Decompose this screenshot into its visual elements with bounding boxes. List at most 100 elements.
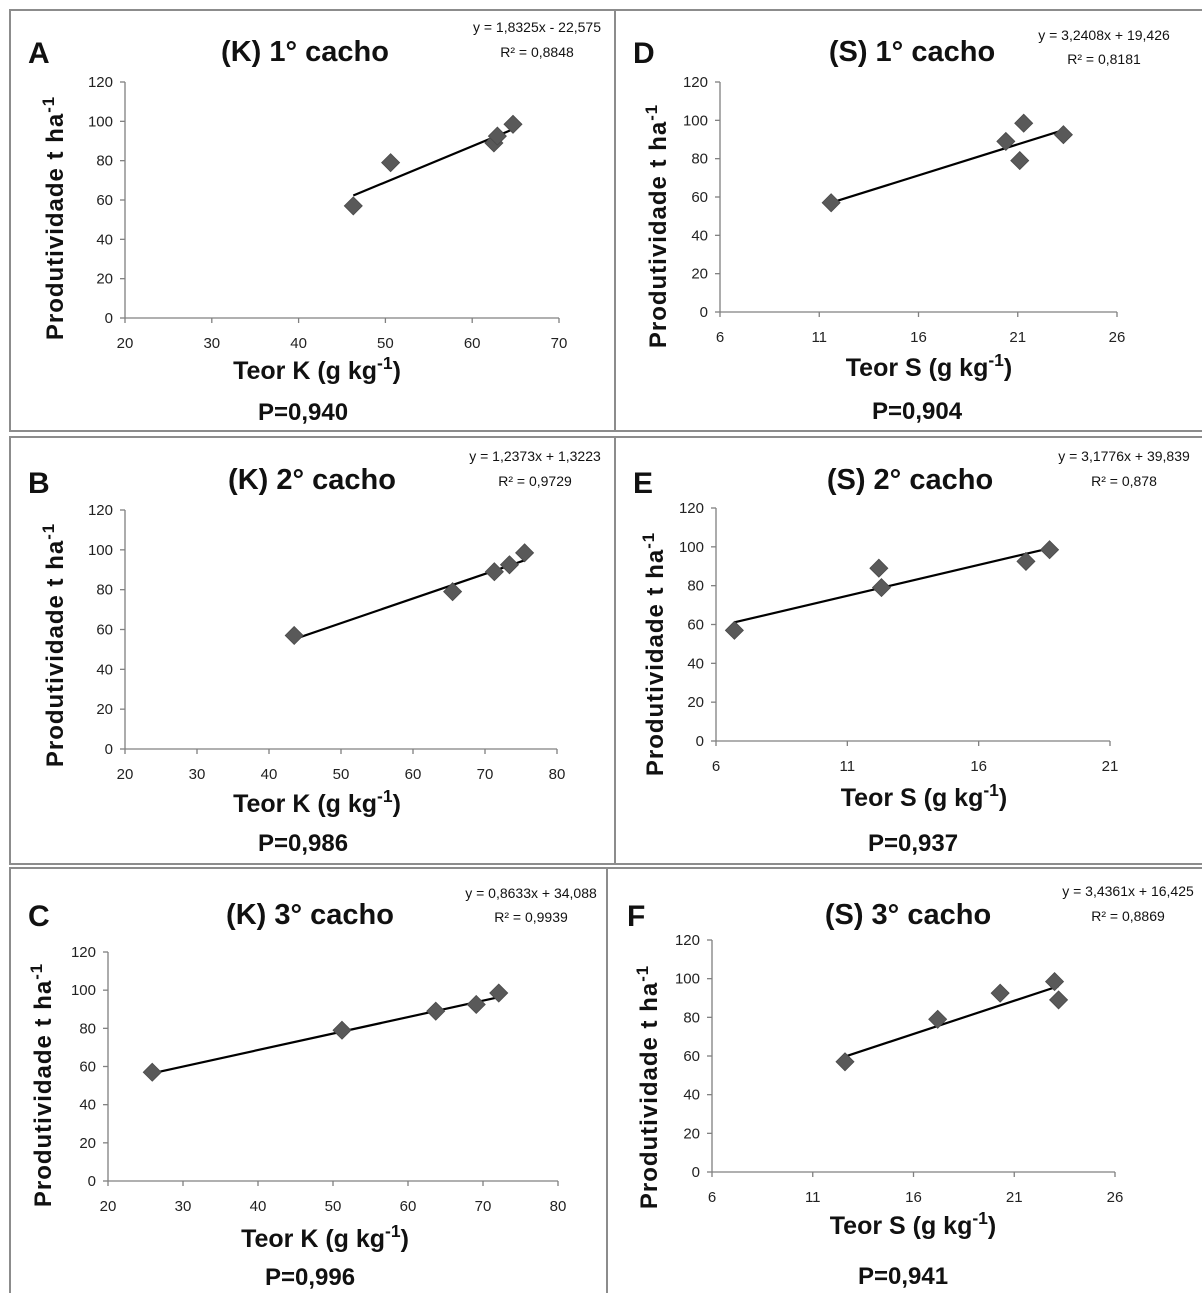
data-point: [443, 582, 463, 602]
x-tick-label: 21: [1102, 758, 1119, 775]
y-tick-label: 60: [96, 622, 113, 639]
x-tick-label: 80: [549, 766, 566, 783]
data-point: [489, 983, 509, 1003]
data-point: [515, 543, 535, 563]
data-point: [835, 1052, 855, 1072]
y-tick-label: 120: [675, 932, 700, 949]
y-tick-label: 100: [679, 539, 704, 556]
trendline: [152, 996, 499, 1075]
x-axis-label: Teor K (g kg-1): [233, 786, 401, 818]
x-tick-label: 50: [333, 766, 350, 783]
data-point: [499, 555, 520, 575]
y-axis-label: Produtividade t ha-1: [642, 104, 673, 348]
y-tick-label: 20: [79, 1135, 96, 1152]
p-value-label: P=0,937: [868, 830, 958, 857]
data-point: [466, 994, 486, 1015]
data-point: [1044, 972, 1065, 992]
x-tick-label: 20: [117, 335, 134, 352]
y-tick-label: 0: [692, 1164, 700, 1181]
p-value-label: P=0,941: [858, 1263, 948, 1290]
x-tick-label: 20: [117, 766, 134, 783]
data-point: [1014, 113, 1034, 133]
chart-title: (K) 1° cacho: [221, 36, 389, 68]
regression-equation: y = 3,1776x + 39,839: [1058, 448, 1190, 464]
y-tick-label: 20: [691, 266, 708, 283]
x-tick-label: 60: [464, 335, 481, 352]
y-tick-label: 40: [79, 1097, 96, 1114]
y-tick-label: 0: [105, 741, 113, 758]
y-tick-label: 40: [683, 1087, 700, 1104]
p-value-label: P=0,996: [265, 1264, 355, 1291]
y-tick-label: 80: [687, 578, 704, 595]
r-squared-label: R² = 0,878: [1091, 473, 1157, 489]
x-tick-label: 6: [712, 758, 720, 775]
chart-panel-d: 0 20 40 60 80 100 120 6 11 16 21 26 D (S) 1° cacho y =…: [633, 27, 1170, 425]
data-point: [503, 114, 523, 134]
x-axis-label: Teor S (g kg-1): [841, 780, 1008, 812]
y-tick-label: 120: [679, 500, 704, 517]
p-value-label: P=0,940: [258, 399, 348, 426]
data-point: [484, 562, 504, 582]
panel-letter: A: [28, 37, 50, 70]
panel-frame-5: [606, 867, 1202, 1293]
x-tick-label: 11: [805, 1189, 821, 1206]
r-squared-label: R² = 0,8181: [1067, 51, 1141, 67]
y-tick-label: 40: [96, 231, 113, 248]
y-tick-label: 20: [683, 1125, 700, 1142]
data-point: [426, 1001, 446, 1021]
trendline: [293, 559, 525, 641]
data-point: [724, 620, 744, 640]
chart-title: (K) 3° cacho: [226, 899, 394, 931]
panel-letter: F: [627, 900, 645, 933]
x-tick-label: 40: [261, 766, 278, 783]
y-tick-label: 100: [683, 112, 708, 129]
x-tick-label: 50: [325, 1198, 342, 1215]
panel-letter: B: [28, 467, 50, 500]
r-squared-label: R² = 0,8848: [500, 44, 574, 60]
regression-equation: y = 3,4361x + 16,425: [1062, 883, 1194, 899]
y-tick-label: 100: [88, 113, 113, 130]
data-point: [1010, 151, 1030, 171]
chart-panel-e: 0 20 40 60 80 100 120 6 11 16 21 E (S) 2° cacho y = 3…: [633, 448, 1190, 857]
x-tick-label: 6: [708, 1189, 716, 1206]
y-tick-label: 60: [79, 1059, 96, 1076]
y-tick-label: 40: [96, 661, 113, 678]
data-point: [1049, 990, 1069, 1010]
x-tick-label: 16: [905, 1189, 922, 1206]
y-tick-label: 80: [79, 1020, 96, 1037]
chart-title: (K) 2° cacho: [228, 464, 396, 496]
x-tick-label: 20: [100, 1198, 117, 1215]
data-point: [996, 131, 1016, 151]
chart-title: (S) 2° cacho: [827, 464, 993, 496]
y-tick-label: 0: [105, 310, 113, 327]
x-tick-label: 6: [716, 329, 724, 346]
r-squared-label: R² = 0,8869: [1091, 908, 1165, 924]
x-tick-label: 26: [1109, 329, 1126, 346]
panel-letter: E: [633, 467, 653, 500]
data-point: [821, 193, 841, 213]
chart-title: (S) 3° cacho: [825, 899, 991, 931]
chart-title: (S) 1° cacho: [829, 36, 995, 68]
r-squared-label: R² = 0,9939: [494, 909, 568, 925]
x-tick-label: 30: [203, 335, 220, 352]
x-tick-label: 11: [811, 329, 827, 346]
regression-equation: y = 1,2373x + 1,3223: [469, 448, 601, 464]
x-tick-label: 70: [475, 1198, 492, 1215]
x-tick-label: 16: [910, 329, 927, 346]
y-axis-label: Produtividade t ha-1: [633, 965, 664, 1209]
y-tick-label: 100: [88, 542, 113, 559]
chart-panel-f: 0 20 40 60 80 100 120 6 11 16 21 26 F (S) 3° cacho y =…: [627, 883, 1194, 1290]
x-tick-label: 16: [970, 758, 987, 775]
r-squared-label: R² = 0,9729: [498, 473, 572, 489]
x-tick-label: 40: [250, 1198, 267, 1215]
x-tick-label: 50: [377, 335, 394, 352]
y-tick-label: 40: [687, 655, 704, 672]
regression-equation: y = 3,2408x + 19,426: [1038, 27, 1170, 43]
x-tick-label: 30: [175, 1198, 192, 1215]
trendline: [830, 128, 1064, 204]
regression-equation: y = 0,8633x + 34,088: [465, 885, 597, 901]
data-point: [381, 153, 401, 173]
data-point: [869, 558, 889, 578]
y-tick-label: 20: [96, 271, 113, 288]
